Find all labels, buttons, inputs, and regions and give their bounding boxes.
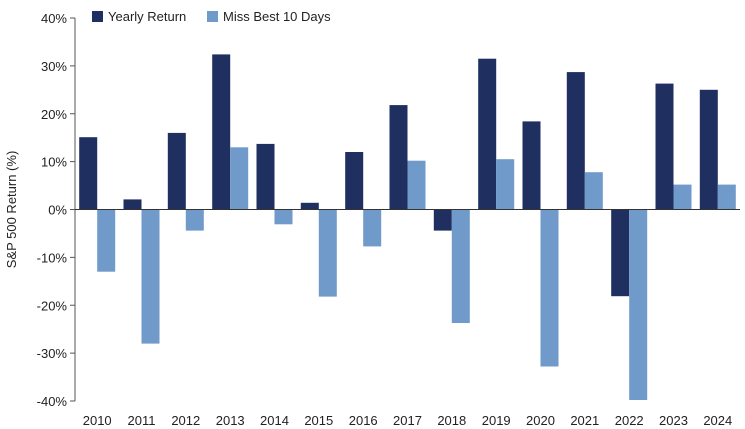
x-tick-label: 2023 (659, 413, 688, 428)
legend-label: Miss Best 10 Days (223, 9, 331, 24)
legend-label: Yearly Return (108, 9, 186, 24)
y-tick-label: -40% (37, 394, 68, 409)
bar-miss-best-10-days-2016 (363, 209, 382, 247)
y-tick-label: 30% (41, 59, 67, 74)
legend-swatch (207, 11, 218, 22)
y-tick-label: 10% (41, 155, 67, 170)
bar-miss-best-10-days-2012 (185, 209, 204, 231)
bar-miss-best-10-days-2011 (141, 209, 160, 344)
bar-yearly-return-2011 (123, 199, 142, 210)
y-axis: -40% -30% -20% -10% 0% 10% 20% 30% 40% (37, 11, 76, 409)
x-tick-label: 2014 (260, 413, 289, 428)
bar-miss-best-10-days-2015 (318, 209, 337, 297)
bars (75, 54, 740, 400)
legend-swatch (92, 11, 103, 22)
bar-yearly-return-2021 (566, 72, 585, 210)
bar-miss-best-10-days-2010 (97, 209, 116, 272)
x-tick-label: 2022 (615, 413, 644, 428)
bar-miss-best-10-days-2020 (540, 209, 559, 367)
bar-yearly-return-2019 (478, 58, 497, 210)
x-tick-label: 2018 (437, 413, 466, 428)
bar-yearly-return-2020 (522, 121, 541, 210)
x-tick-label: 2019 (482, 413, 511, 428)
x-tick-label: 2015 (304, 413, 333, 428)
bar-yearly-return-2024 (699, 89, 718, 210)
x-tick-label: 2024 (703, 413, 732, 428)
x-tick-label: 2017 (393, 413, 422, 428)
bar-yearly-return-2015 (300, 202, 319, 210)
bar-yearly-return-2012 (167, 132, 186, 210)
bar-miss-best-10-days-2023 (673, 184, 692, 210)
legend: Yearly Return Miss Best 10 Days (92, 9, 331, 24)
x-tick-label: 2010 (83, 413, 112, 428)
bar-yearly-return-2022 (611, 209, 630, 297)
bar-yearly-return-2010 (79, 137, 98, 210)
bar-yearly-return-2014 (256, 143, 275, 210)
bar-miss-best-10-days-2018 (451, 209, 470, 323)
bar-yearly-return-2016 (345, 152, 364, 210)
y-tick-label: -20% (37, 298, 68, 313)
x-tick-label: 2020 (526, 413, 555, 428)
bar-miss-best-10-days-2013 (230, 147, 249, 210)
y-tick-label: 0% (48, 203, 67, 218)
bar-yearly-return-2023 (655, 83, 674, 210)
bar-miss-best-10-days-2021 (584, 172, 603, 210)
bar-miss-best-10-days-2024 (717, 184, 736, 210)
bar-yearly-return-2017 (389, 105, 408, 210)
y-tick-label: 40% (41, 11, 67, 26)
bar-yearly-return-2018 (433, 209, 452, 231)
bar-miss-best-10-days-2014 (274, 209, 293, 225)
x-tick-label: 2013 (216, 413, 245, 428)
x-tick-label: 2011 (128, 413, 156, 428)
y-tick-label: -30% (37, 346, 68, 361)
bar-yearly-return-2013 (212, 54, 231, 210)
bar-miss-best-10-days-2017 (407, 160, 426, 210)
x-tick-label: 2016 (349, 413, 378, 428)
x-tick-label: 2021 (570, 413, 599, 428)
bar-miss-best-10-days-2019 (496, 159, 515, 210)
y-tick-label: -10% (37, 250, 68, 265)
y-axis-label: S&P 500 Return (%) (4, 151, 19, 269)
x-axis: 2010 2011 2012 2013 2014 2015 2016 2017 2018 2019… (83, 413, 733, 428)
x-tick-label: 2012 (171, 413, 200, 428)
y-tick-label: 20% (41, 107, 67, 122)
bar-miss-best-10-days-2022 (629, 209, 648, 400)
